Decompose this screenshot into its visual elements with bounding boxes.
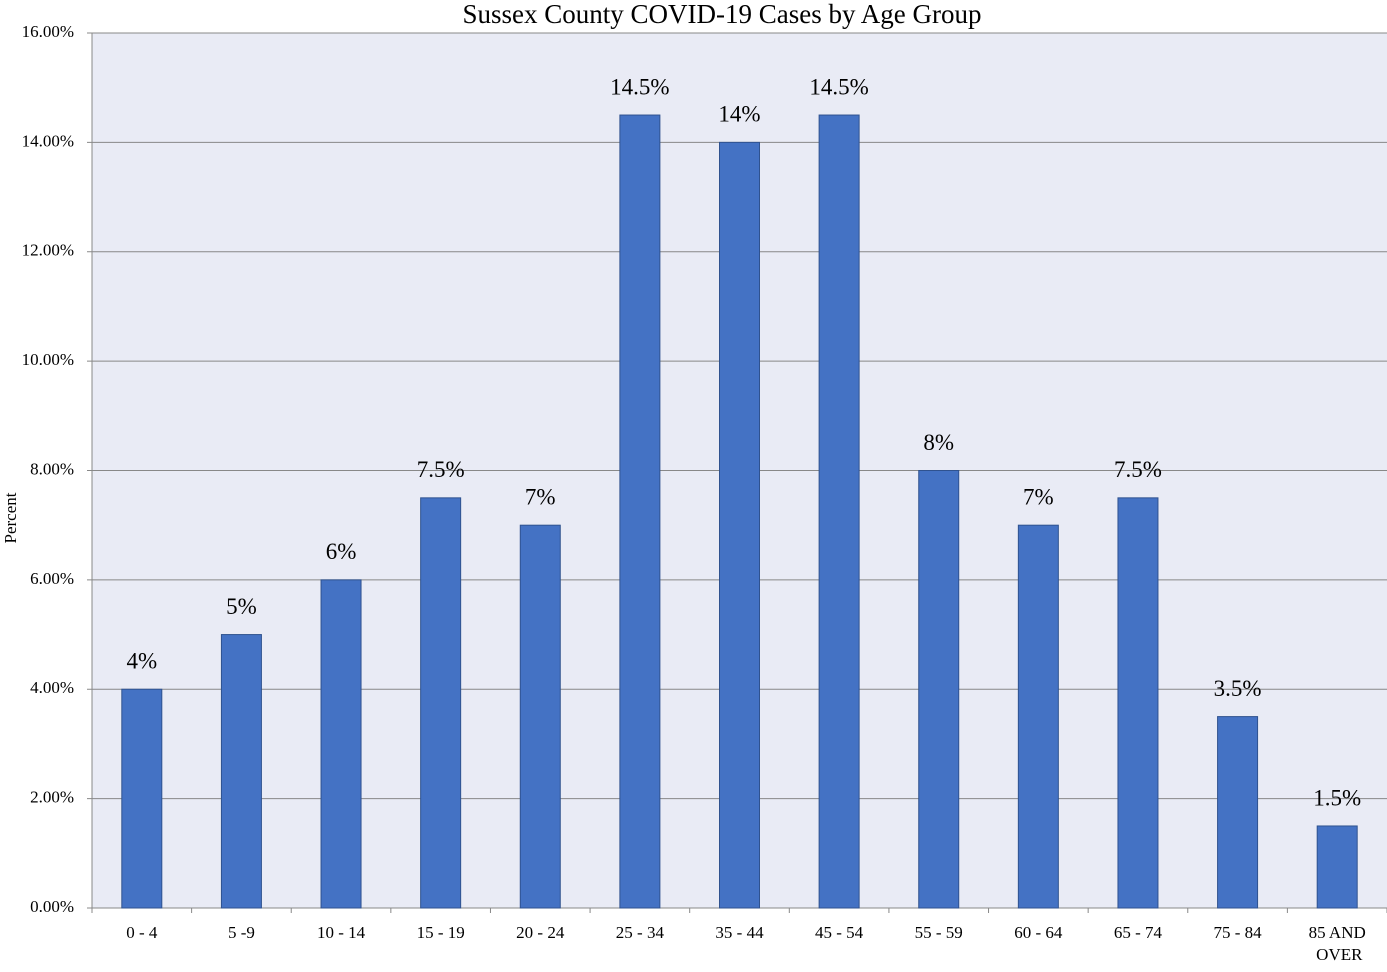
data-label: 6% xyxy=(326,539,357,564)
data-label: 7% xyxy=(525,484,556,509)
data-label: 3.5% xyxy=(1214,676,1262,701)
x-tick-label: 25 - 34 xyxy=(616,923,665,942)
x-tick-label: 0 - 4 xyxy=(126,923,158,942)
x-tick-label: 5 -9 xyxy=(228,923,255,942)
x-tick-label: 15 - 19 xyxy=(417,923,465,942)
y-tick-label: 6.00% xyxy=(30,569,74,588)
bar xyxy=(1217,716,1259,909)
bar xyxy=(420,497,462,909)
y-tick-label: 10.00% xyxy=(22,350,74,369)
y-tick-label: 12.00% xyxy=(22,241,74,260)
x-tick-label: 65 - 74 xyxy=(1114,923,1163,942)
bar xyxy=(619,114,661,909)
bar xyxy=(719,141,760,909)
y-tick-label: 8.00% xyxy=(30,459,74,478)
data-label: 7% xyxy=(1023,484,1054,509)
data-label: 1.5% xyxy=(1313,785,1361,810)
bar xyxy=(1017,524,1059,909)
y-tick-label: 0.00% xyxy=(30,897,74,916)
bar xyxy=(220,634,262,909)
data-label: 7.5% xyxy=(417,457,465,482)
chart-title: Sussex County COVID-19 Cases by Age Grou… xyxy=(463,0,982,29)
data-label: 14.5% xyxy=(610,74,669,99)
bar xyxy=(320,579,362,909)
x-tick-label: 20 - 24 xyxy=(516,923,565,942)
y-tick-label: 2.00% xyxy=(30,788,74,807)
bar xyxy=(1316,825,1358,909)
x-tick-label: 10 - 14 xyxy=(317,923,366,942)
y-axis-label: Percent xyxy=(1,492,20,543)
bar xyxy=(818,114,860,909)
x-tick-label: 35 - 44 xyxy=(715,923,764,942)
data-label: 7.5% xyxy=(1114,457,1162,482)
bar xyxy=(519,524,561,909)
bar xyxy=(918,470,960,909)
x-tick-label: 85 AND OVER xyxy=(1309,923,1366,964)
data-label: 14.5% xyxy=(809,74,868,99)
data-label: 4% xyxy=(126,649,157,674)
data-label: 14% xyxy=(718,102,760,127)
x-tick-label: 45 - 54 xyxy=(815,923,864,942)
x-tick-label: 60 - 64 xyxy=(1014,923,1063,942)
bar xyxy=(121,688,163,909)
x-tick-label: 75 - 84 xyxy=(1213,923,1262,942)
bar xyxy=(1117,497,1159,909)
data-label: 5% xyxy=(226,594,257,619)
data-label: 8% xyxy=(923,430,954,455)
y-tick-label: 16.00% xyxy=(22,22,74,41)
y-tick-label: 14.00% xyxy=(22,131,74,150)
x-tick-label: 55 - 59 xyxy=(915,923,963,942)
y-tick-label: 4.00% xyxy=(30,678,74,697)
